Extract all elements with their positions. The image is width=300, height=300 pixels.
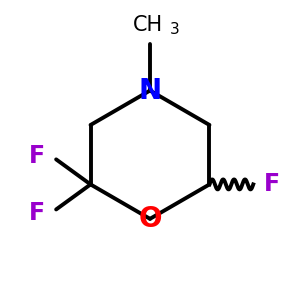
Text: F: F [29,144,45,168]
Text: O: O [138,205,162,233]
Text: CH: CH [134,15,164,35]
Text: N: N [138,76,162,105]
Text: 3: 3 [169,22,179,37]
Text: F: F [264,172,280,197]
Text: F: F [29,201,45,225]
